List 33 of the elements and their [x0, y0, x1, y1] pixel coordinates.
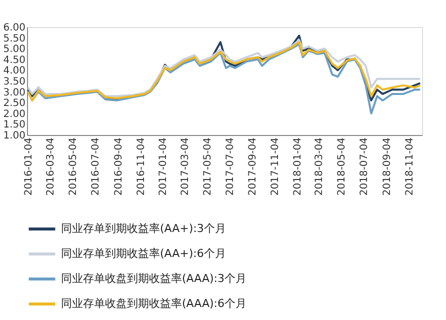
x-tick-label: 2016-05-04: [68, 138, 80, 196]
x-tick-label: 2016-11-04: [136, 138, 147, 196]
y-tick-label: 4.00: [3, 66, 26, 77]
legend-label: 同业存单收盘到期收益率(AAA):3个月: [61, 272, 246, 285]
x-tick-label: 2017-01-04: [158, 138, 170, 196]
legend-label: 同业存单到期收益率(AA+):6个月: [61, 247, 226, 260]
y-tick-label: 2.50: [3, 98, 26, 110]
x-tick-label: 2016-09-04: [113, 138, 124, 196]
y-tick-label: 1.00: [3, 130, 26, 142]
y-tick-label: 1.50: [3, 120, 26, 131]
legend-label: 同业存单到期收益率(AA+):3个月: [61, 222, 226, 235]
x-tick-label: 2018-03-04: [314, 138, 326, 196]
x-tick-label: 2017-11-04: [270, 138, 282, 196]
x-tick-label: 2017-07-04: [224, 138, 236, 196]
x-tick-label: 2018-05-04: [336, 138, 348, 196]
x-tick-label: 2018-07-04: [359, 138, 370, 196]
x-tick-label: 2017-05-04: [202, 138, 214, 196]
y-tick-label: 4.50: [3, 54, 26, 66]
legend-label: 同业存单收盘到期收益率(AAA):6个月: [61, 297, 246, 310]
x-tick-label: 2018-09-04: [382, 138, 393, 196]
x-tick-label: 2016-07-04: [90, 138, 102, 196]
x-tick-label: 2016-03-04: [46, 138, 57, 196]
x-tick-label: 2017-09-04: [248, 138, 259, 196]
x-tick-label: 2018-11-04: [404, 138, 416, 196]
y-tick-label: 5.50: [3, 33, 26, 44]
x-tick-label: 2016-01-04: [24, 138, 35, 196]
y-tick-label: 5.00: [3, 44, 26, 56]
x-tick-label: 2017-03-04: [180, 138, 191, 196]
y-tick-label: 2.00: [3, 108, 26, 120]
y-tick-label: 3.50: [3, 76, 26, 88]
x-tick-label: 2018-01-04: [292, 138, 304, 196]
y-tick-label: 3.00: [3, 87, 26, 98]
y-tick-label: 6.00: [3, 22, 26, 34]
